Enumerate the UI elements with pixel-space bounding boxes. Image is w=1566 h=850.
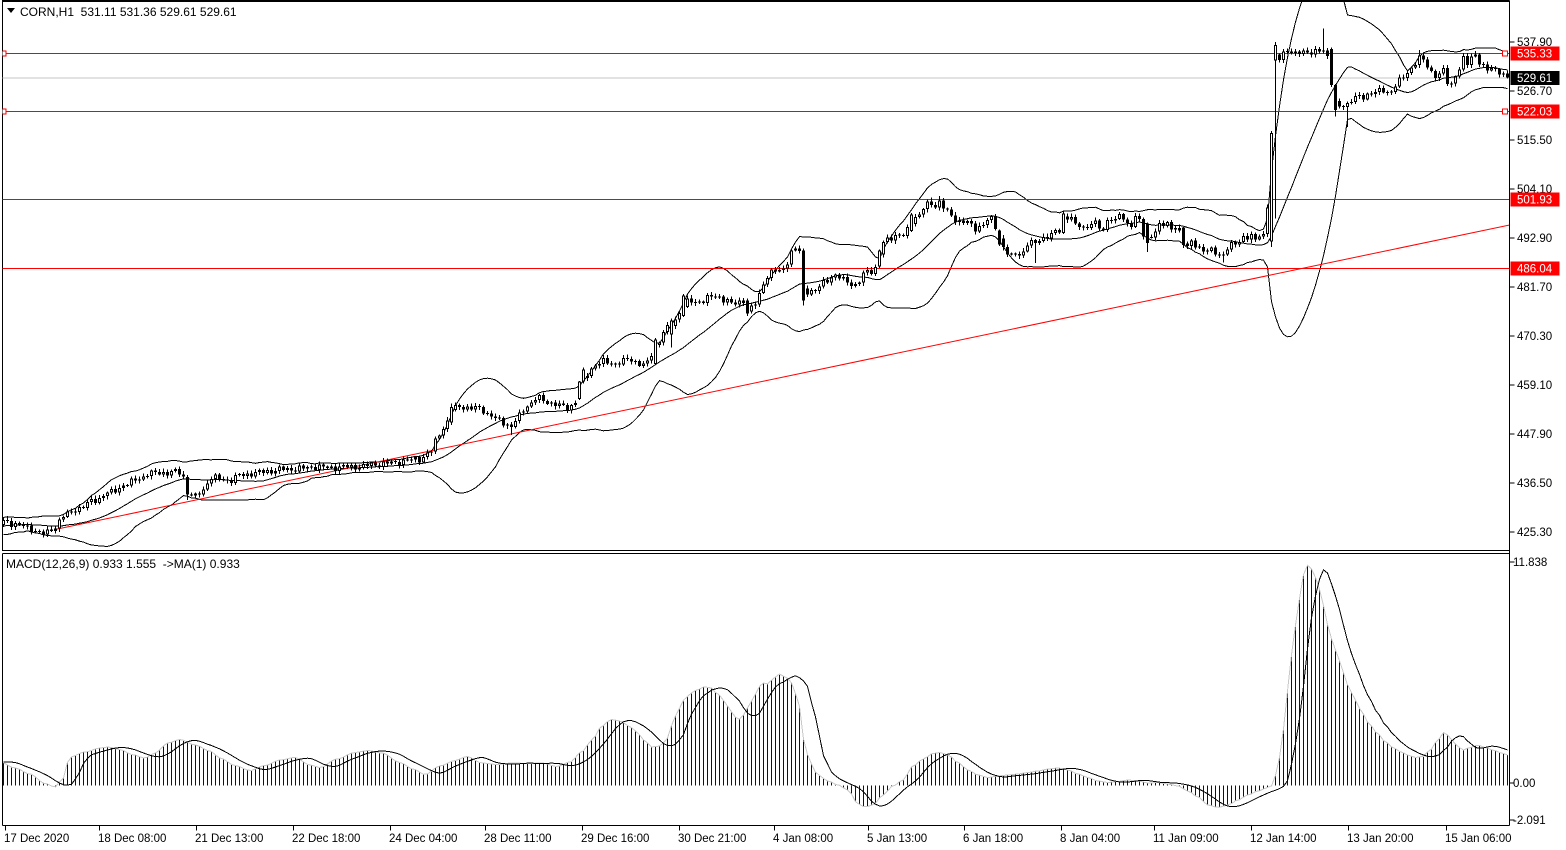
svg-text:515.50: 515.50 — [1517, 135, 1552, 147]
svg-text:6 Jan 18:00: 6 Jan 18:00 — [963, 833, 1023, 845]
svg-text:28 Dec 11:00: 28 Dec 11:00 — [484, 833, 552, 845]
svg-text:486.04: 486.04 — [1517, 264, 1553, 276]
svg-text:537.90: 537.90 — [1517, 37, 1552, 49]
svg-text:535.33: 535.33 — [1517, 49, 1552, 61]
svg-text:CORN,H1 531.11 531.36 529.61: CORN,H1 531.11 531.36 529.61 529.61 — [20, 5, 237, 19]
svg-text:4 Jan 08:00: 4 Jan 08:00 — [773, 833, 833, 845]
svg-text:8 Jan 04:00: 8 Jan 04:00 — [1060, 833, 1120, 845]
svg-text:425.30: 425.30 — [1517, 527, 1552, 539]
svg-text:12 Jan 14:00: 12 Jan 14:00 — [1250, 833, 1317, 845]
svg-text:522.03: 522.03 — [1517, 107, 1552, 119]
svg-text:447.90: 447.90 — [1517, 429, 1552, 441]
svg-text:30 Dec 21:00: 30 Dec 21:00 — [678, 833, 746, 845]
svg-text:492.90: 492.90 — [1517, 233, 1552, 245]
svg-text:0.00: 0.00 — [1513, 778, 1535, 790]
svg-text:529.61: 529.61 — [1517, 73, 1552, 85]
svg-text:18 Dec 08:00: 18 Dec 08:00 — [98, 833, 166, 845]
svg-text:13 Jan 20:00: 13 Jan 20:00 — [1347, 833, 1414, 845]
svg-text:24 Dec 04:00: 24 Dec 04:00 — [389, 833, 457, 845]
svg-text:436.50: 436.50 — [1517, 478, 1552, 490]
svg-text:11.838: 11.838 — [1513, 557, 1547, 569]
svg-text:459.10: 459.10 — [1517, 380, 1552, 392]
svg-text:526.70: 526.70 — [1517, 86, 1552, 98]
svg-text:5 Jan 13:00: 5 Jan 13:00 — [867, 833, 927, 845]
svg-text:17 Dec 2020: 17 Dec 2020 — [4, 833, 69, 845]
svg-text:481.70: 481.70 — [1517, 282, 1552, 294]
svg-text:11 Jan 09:00: 11 Jan 09:00 — [1153, 833, 1219, 845]
svg-text:470.30: 470.30 — [1517, 331, 1552, 343]
svg-text:22 Dec 18:00: 22 Dec 18:00 — [292, 833, 360, 845]
svg-text:21 Dec 13:00: 21 Dec 13:00 — [195, 833, 263, 845]
svg-text:-2.091: -2.091 — [1513, 815, 1546, 827]
svg-text:501.93: 501.93 — [1517, 195, 1552, 207]
svg-text:MACD(12,26,9) 0.933 1.555 ->M: MACD(12,26,9) 0.933 1.555 ->MA(1) 0.933 — [6, 557, 240, 571]
svg-text:15 Jan 06:00: 15 Jan 06:00 — [1445, 833, 1512, 845]
svg-text:29 Dec 16:00: 29 Dec 16:00 — [581, 833, 649, 845]
